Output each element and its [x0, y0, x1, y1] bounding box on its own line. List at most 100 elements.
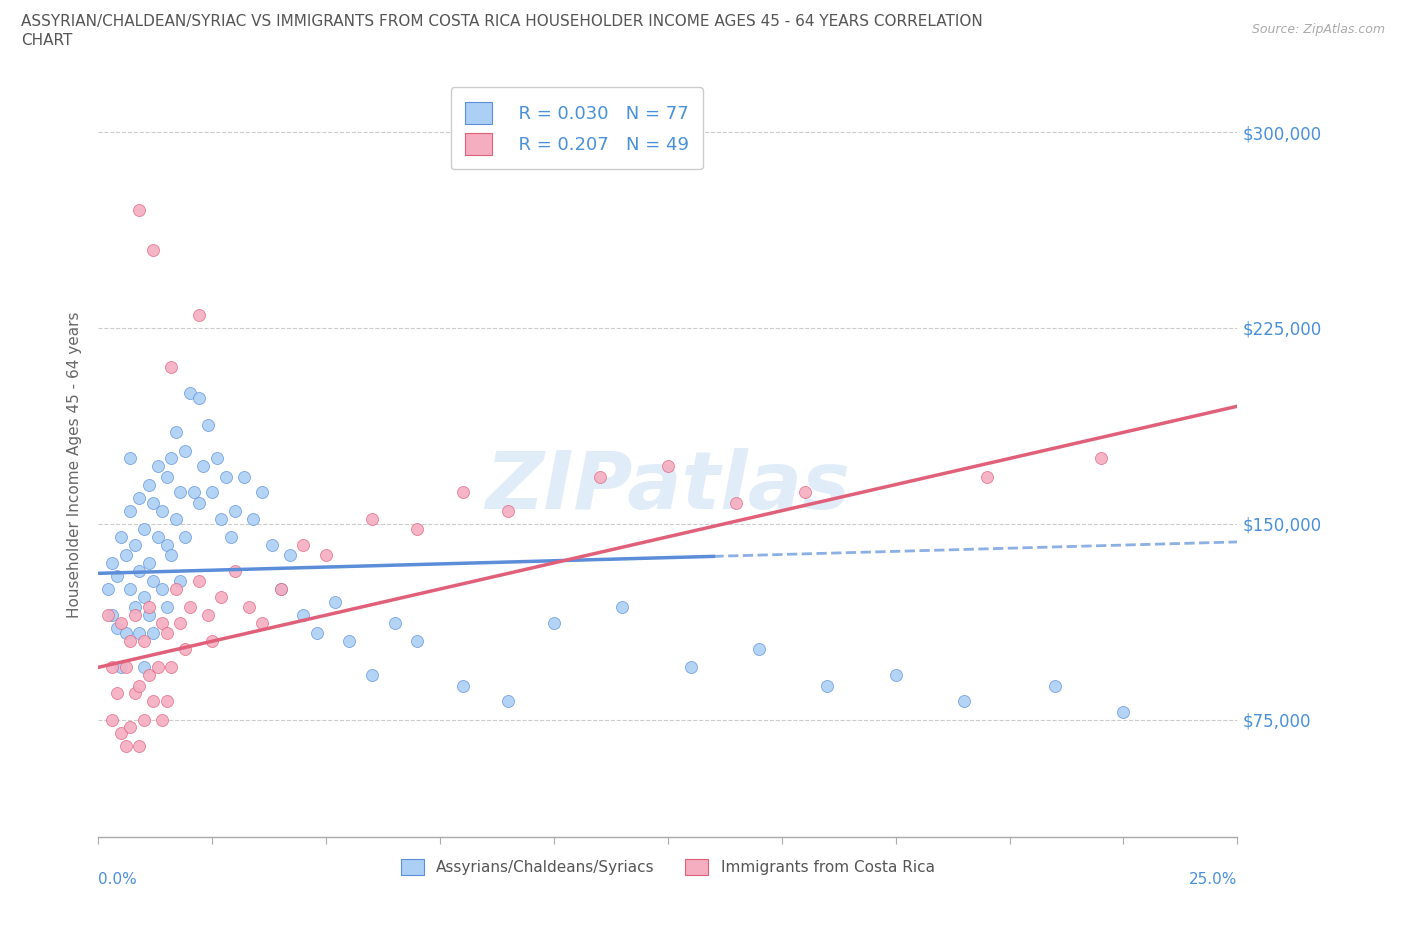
Point	[1043, 678, 1066, 693]
Point	[270, 581, 292, 596]
Point	[260, 538, 283, 552]
Text: ZIPatlas: ZIPatlas	[485, 448, 851, 526]
Point	[132, 633, 155, 648]
Point	[292, 538, 315, 552]
Point	[187, 574, 209, 589]
Point	[120, 633, 142, 648]
Point	[128, 490, 150, 505]
Point	[209, 590, 232, 604]
Point	[110, 616, 132, 631]
Point	[128, 678, 150, 693]
Point	[110, 529, 132, 544]
Point	[165, 581, 187, 596]
Point	[138, 600, 160, 615]
Point	[165, 512, 187, 526]
Point	[197, 417, 219, 432]
Point	[193, 458, 215, 473]
Point	[224, 503, 246, 518]
Point	[156, 470, 179, 485]
Point	[748, 642, 770, 657]
Point	[150, 503, 173, 518]
Point	[120, 581, 142, 596]
Point	[197, 607, 219, 622]
Point	[101, 712, 124, 727]
Point	[360, 668, 382, 683]
Point	[215, 470, 238, 485]
Point	[201, 633, 224, 648]
Point	[132, 522, 155, 537]
Point	[114, 660, 136, 675]
Point	[793, 485, 815, 499]
Point	[169, 574, 191, 589]
Point	[174, 444, 197, 458]
Point	[146, 529, 169, 544]
Point	[132, 712, 155, 727]
Point	[1090, 451, 1112, 466]
Point	[150, 616, 173, 631]
Point	[142, 496, 165, 511]
Point	[160, 360, 183, 375]
Point	[160, 660, 183, 675]
Point	[128, 203, 150, 218]
Point	[815, 678, 838, 693]
Point	[657, 458, 679, 473]
Point	[138, 607, 160, 622]
Point	[224, 564, 246, 578]
Point	[169, 485, 191, 499]
Text: ASSYRIAN/CHALDEAN/SYRIAC VS IMMIGRANTS FROM COSTA RICA HOUSEHOLDER INCOME AGES 4: ASSYRIAN/CHALDEAN/SYRIAC VS IMMIGRANTS F…	[21, 14, 983, 29]
Point	[110, 660, 132, 675]
Point	[110, 725, 132, 740]
Point	[105, 568, 128, 583]
Point	[124, 607, 146, 622]
Point	[138, 555, 160, 570]
Point	[142, 626, 165, 641]
Point	[101, 555, 124, 570]
Point	[114, 738, 136, 753]
Point	[252, 485, 274, 499]
Point	[315, 548, 337, 563]
Point	[156, 694, 179, 709]
Point	[146, 660, 169, 675]
Point	[219, 529, 242, 544]
Point	[174, 529, 197, 544]
Text: CHART: CHART	[21, 33, 73, 47]
Point	[105, 686, 128, 701]
Point	[142, 574, 165, 589]
Point	[138, 668, 160, 683]
Point	[360, 512, 382, 526]
Point	[120, 503, 142, 518]
Point	[128, 564, 150, 578]
Point	[323, 594, 346, 609]
Point	[278, 548, 301, 563]
Point	[292, 607, 315, 622]
Point	[132, 660, 155, 675]
Point	[142, 694, 165, 709]
Point	[132, 590, 155, 604]
Text: Source: ZipAtlas.com: Source: ZipAtlas.com	[1251, 23, 1385, 36]
Point	[406, 522, 429, 537]
Point	[451, 485, 474, 499]
Point	[307, 626, 329, 641]
Point	[160, 548, 183, 563]
Point	[138, 477, 160, 492]
Point	[884, 668, 907, 683]
Point	[498, 694, 520, 709]
Point	[124, 686, 146, 701]
Point	[96, 607, 118, 622]
Point	[201, 485, 224, 499]
Text: 25.0%: 25.0%	[1189, 871, 1237, 886]
Point	[120, 451, 142, 466]
Point	[101, 607, 124, 622]
Point	[187, 496, 209, 511]
Point	[114, 626, 136, 641]
Point	[270, 581, 292, 596]
Point	[179, 386, 201, 401]
Point	[179, 600, 201, 615]
Point	[187, 308, 209, 323]
Point	[238, 600, 260, 615]
Point	[105, 620, 128, 635]
Point	[128, 738, 150, 753]
Point	[406, 633, 429, 648]
Point	[679, 660, 702, 675]
Legend: Assyrians/Chaldeans/Syriacs, Immigrants from Costa Rica: Assyrians/Chaldeans/Syriacs, Immigrants …	[395, 853, 941, 882]
